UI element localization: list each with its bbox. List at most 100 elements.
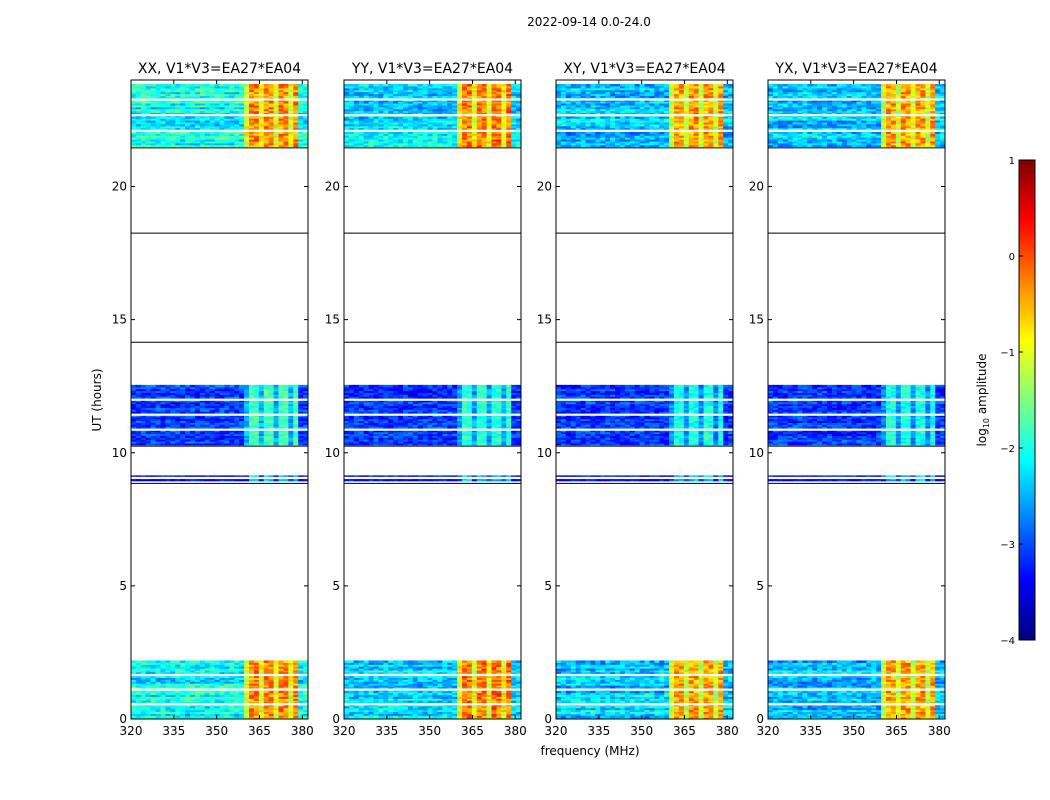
heatmap-cell: [293, 131, 299, 134]
heatmap-cell: [263, 83, 270, 87]
heatmap-cell: [214, 388, 221, 392]
heatmap-cell: [194, 123, 201, 127]
heatmap-cell: [506, 664, 512, 667]
heatmap-cell: [249, 89, 255, 93]
heatmap-cell: [150, 118, 157, 121]
heatmap-cell: [239, 713, 245, 716]
heatmap-cell: [278, 671, 285, 675]
heatmap-cell: [185, 116, 191, 119]
heatmap-cell: [185, 660, 191, 663]
heatmap-cell: [199, 85, 206, 89]
heatmap-cell: [293, 392, 299, 395]
heatmap-cell: [283, 102, 289, 106]
heatmap-cell: [258, 89, 265, 93]
heatmap-cell: [263, 435, 270, 438]
heatmap-cell: [462, 686, 468, 690]
heatmap-cell: [263, 137, 270, 140]
heatmap-cell: [466, 692, 473, 696]
heatmap-cell: [388, 667, 394, 671]
heatmap-cell: [204, 664, 211, 667]
heatmap-cell: [298, 414, 304, 418]
heatmap-cell: [175, 677, 181, 680]
heatmap-cell: [155, 684, 162, 688]
heatmap-cell: [224, 660, 230, 663]
heatmap-cell: [219, 133, 226, 136]
heatmap-cell: [437, 439, 443, 442]
heatmap-cell: [190, 705, 196, 709]
heatmap-cell: [224, 437, 230, 440]
heatmap-cell: [273, 416, 280, 420]
heatmap-cell: [135, 478, 142, 482]
heatmap-cell: [209, 439, 216, 442]
heatmap-cell: [204, 144, 211, 148]
heatmap-cell: [209, 422, 216, 425]
heatmap-cell: [288, 131, 294, 134]
heatmap-cell: [378, 686, 384, 690]
heatmap-cell: [214, 399, 221, 403]
heatmap-cell: [214, 424, 221, 427]
heatmap-cell: [283, 116, 289, 119]
heatmap-cell: [486, 713, 493, 716]
heatmap-cell: [344, 441, 350, 444]
heatmap-cell: [378, 475, 384, 478]
heatmap-cell: [268, 660, 275, 663]
heatmap-cell: [239, 416, 245, 420]
heatmap-cell: [140, 478, 147, 482]
heatmap-cell: [249, 118, 255, 121]
heatmap-cell: [155, 101, 162, 104]
heatmap-cell: [180, 112, 186, 115]
heatmap-cell: [194, 660, 201, 663]
heatmap-cell: [368, 660, 375, 663]
heatmap-cell: [442, 696, 448, 699]
heatmap-cell: [447, 675, 453, 679]
heatmap-cell: [283, 418, 289, 422]
heatmap-cell: [253, 478, 260, 482]
heatmap-cell: [353, 660, 360, 663]
heatmap-cell: [378, 713, 384, 716]
heatmap-cell: [283, 664, 289, 667]
heatmap-cell: [253, 679, 260, 682]
heatmap-cell: [145, 431, 152, 435]
heatmap-cell: [234, 384, 240, 388]
heatmap-cell: [457, 711, 463, 714]
heatmap-cell: [185, 142, 191, 146]
heatmap-cell: [155, 384, 162, 388]
heatmap-cell: [180, 700, 186, 703]
heatmap-cell: [214, 386, 221, 390]
heatmap-cell: [170, 407, 176, 410]
heatmap-cell: [258, 140, 265, 144]
heatmap-cell: [258, 118, 265, 121]
heatmap-cell: [303, 401, 308, 405]
heatmap-cell: [145, 675, 152, 679]
heatmap-cell: [516, 437, 521, 440]
heatmap-cell: [140, 709, 147, 713]
heatmap-cell: [204, 675, 211, 679]
heatmap-cell: [378, 709, 384, 713]
heatmap-cell: [273, 405, 280, 408]
heatmap-cell: [190, 407, 196, 410]
heatmap-cell: [249, 394, 255, 397]
heatmap-cell: [442, 705, 448, 709]
heatmap-cell: [412, 664, 419, 667]
heatmap-cell: [224, 696, 230, 699]
heatmap-cell: [209, 118, 216, 121]
heatmap-cell: [194, 138, 201, 142]
heatmap-cell: [344, 698, 350, 701]
heatmap-cell: [135, 681, 142, 684]
heatmap-cell: [496, 441, 502, 444]
heatmap-cell: [224, 118, 230, 121]
heatmap-cell: [150, 709, 157, 713]
heatmap-cell: [239, 110, 245, 114]
heatmap-cell: [511, 709, 517, 713]
heatmap-cell: [209, 386, 216, 390]
heatmap-cell: [288, 87, 294, 91]
heatmap-cell: [268, 679, 275, 682]
heatmap-cell: [268, 711, 275, 714]
heatmap-cell: [496, 660, 502, 663]
heatmap-cell: [398, 684, 404, 688]
heatmap-cell: [145, 409, 152, 412]
heatmap-cell: [388, 692, 394, 696]
heatmap-cell: [140, 123, 147, 127]
heatmap-cell: [486, 439, 493, 442]
heatmap-cell: [199, 407, 206, 410]
